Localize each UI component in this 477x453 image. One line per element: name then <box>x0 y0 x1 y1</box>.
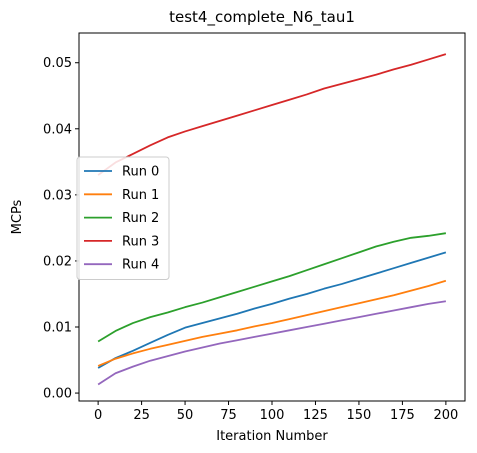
legend: Run 0 Run 1 Run 2 Run 3 Run 4 <box>76 156 170 280</box>
x-tick-label: 50 <box>177 408 194 423</box>
legend-box <box>76 156 170 280</box>
legend-label: Run 1 <box>122 188 159 203</box>
y-tick-label: 0.01 <box>43 321 72 336</box>
y-tick-label: 0.03 <box>43 188 72 203</box>
series-line-run-4 <box>97 300 447 386</box>
x-axis: 0 25 50 75 100 125 150 175 200 <box>94 401 458 423</box>
x-tick-label: 150 <box>347 408 372 423</box>
legend-label: Run 0 <box>122 165 159 180</box>
series-line-run-3 <box>97 53 447 176</box>
legend-label: Run 4 <box>122 258 159 273</box>
x-tick-label: 125 <box>303 408 328 423</box>
legend-label: Run 2 <box>122 211 159 226</box>
chart-title: test4_complete_N6_tau1 <box>169 8 355 27</box>
y-tick-label: 0.02 <box>43 254 72 269</box>
x-axis-label: Iteration Number <box>216 429 328 444</box>
series-line-run-2 <box>97 232 447 343</box>
y-tick-label: 0.00 <box>43 387 72 402</box>
x-tick-label: 175 <box>390 408 415 423</box>
y-axis: 0.00 0.01 0.02 0.03 0.04 0.05 <box>43 56 79 402</box>
y-tick-label: 0.05 <box>43 56 72 71</box>
series-line-run-0 <box>97 251 447 369</box>
x-tick-label: 75 <box>220 408 237 423</box>
x-tick-label: 0 <box>94 408 102 423</box>
x-tick-label: 200 <box>433 408 458 423</box>
y-axis-label: MCPs <box>10 199 25 234</box>
x-tick-label: 25 <box>133 408 150 423</box>
y-tick-label: 0.04 <box>43 122 72 137</box>
series-layer <box>97 53 447 386</box>
legend-label: Run 3 <box>122 234 159 249</box>
series-line-run-1 <box>97 279 447 367</box>
x-tick-label: 100 <box>260 408 285 423</box>
